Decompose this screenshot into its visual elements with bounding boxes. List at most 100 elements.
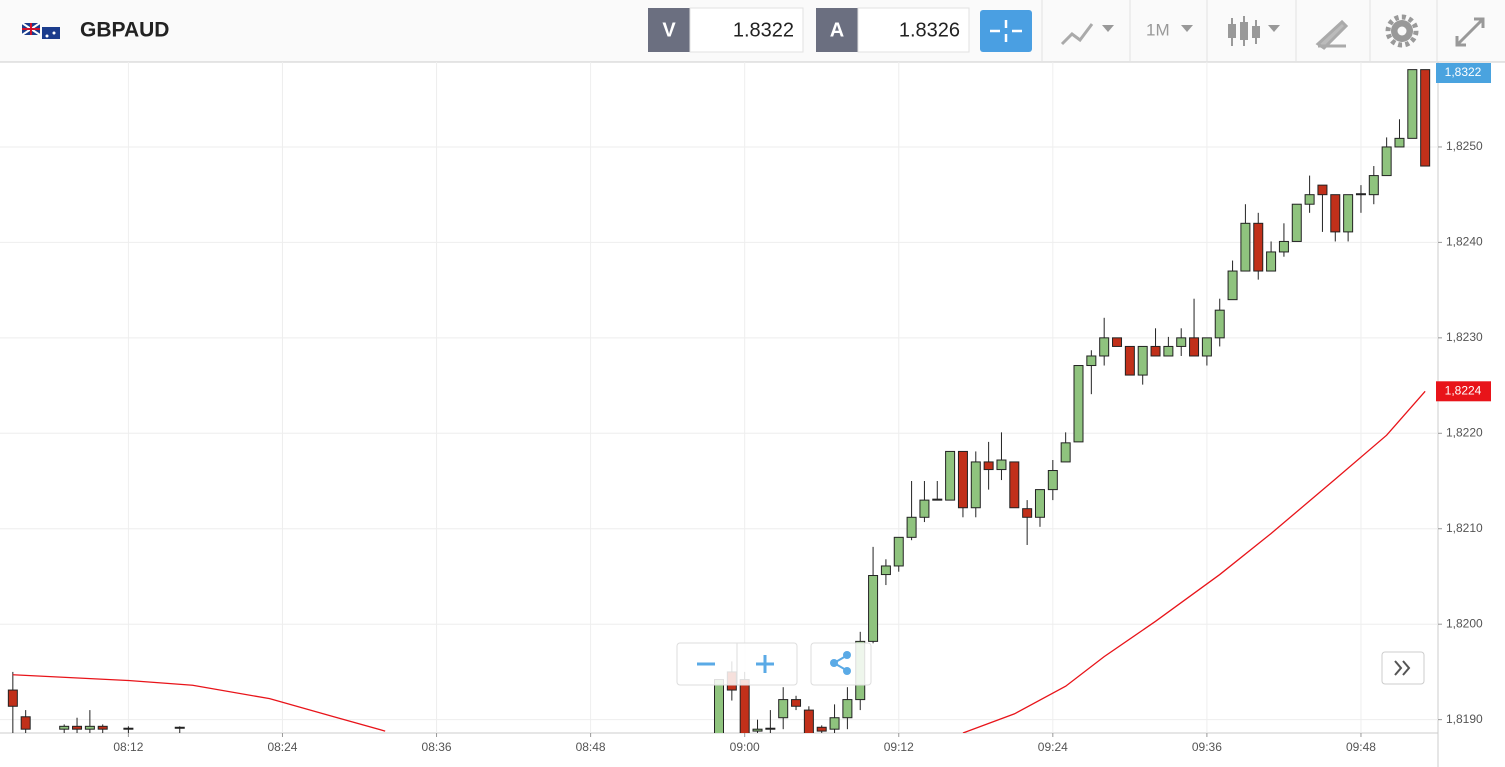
x-tick-label: 09:24: [1038, 740, 1068, 754]
candle-body: [97, 725, 108, 730]
candle-body: [945, 450, 956, 501]
candle-body: [1394, 137, 1405, 148]
candle-body: [714, 679, 724, 733]
moving-average-line: [12, 390, 1426, 733]
candle-body: [1291, 203, 1302, 242]
y-tick-label: 1,8190: [1446, 712, 1483, 726]
candle-body: [1343, 194, 1354, 233]
candle-body: [1368, 175, 1379, 196]
candle-body: [1278, 240, 1289, 253]
ask-box[interactable]: [857, 7, 970, 53]
candle-body: [1034, 489, 1045, 518]
candle-body: [842, 699, 853, 719]
x-tick-label: 08:12: [113, 740, 143, 754]
last-price-label: 1,8322: [1445, 65, 1482, 79]
ask-tag: [816, 8, 858, 52]
bid-box[interactable]: [689, 7, 804, 53]
last-price-tag: [1436, 63, 1491, 83]
y-tick-label: 1,8210: [1446, 521, 1483, 535]
candle-body: [1214, 309, 1225, 339]
candle-body: [983, 461, 994, 471]
y-tick-label: 1,8250: [1446, 139, 1483, 153]
grid: [0, 62, 1438, 733]
candle-body: [1176, 337, 1187, 347]
candle-body: [932, 498, 943, 501]
candle-body: [970, 461, 981, 509]
candle-body: [1266, 251, 1277, 272]
candle-body: [752, 728, 763, 732]
zoom-controls: [676, 642, 872, 686]
candle-body: [1060, 442, 1071, 463]
scroll-right-button[interactable]: [1381, 651, 1425, 685]
candle-body: [1022, 508, 1033, 518]
candle-body: [1317, 184, 1328, 196]
indicator-button[interactable]: [1060, 23, 1114, 46]
candle-body: [1201, 337, 1212, 357]
candle-body: [1047, 470, 1058, 491]
x-tick-label: 09:00: [730, 740, 760, 754]
candle-body: [996, 459, 1007, 471]
x-tick-label: 09:36: [1192, 740, 1222, 754]
ask-label: A: [830, 19, 844, 41]
y-tick-label: 1,8240: [1446, 235, 1483, 249]
symbol: GBPAUD: [80, 19, 169, 42]
candle-body: [1150, 345, 1161, 357]
ma-price-tag: [1436, 381, 1491, 402]
candle-body: [1112, 337, 1123, 347]
candle-body: [880, 565, 891, 576]
draw-tool-button[interactable]: [1315, 19, 1349, 50]
plot-area: [7, 69, 1431, 733]
axes: 1,8190 1,8200 1,8210 1,8220 1,8230 1,8240 1,82…: [113, 63, 1491, 754]
candle-body: [1163, 345, 1174, 357]
candle-body: [1137, 345, 1148, 376]
settings-button[interactable]: [1385, 14, 1419, 48]
candle-body: [1407, 69, 1418, 139]
share-button[interactable]: [810, 642, 872, 686]
candle-body: [1381, 146, 1392, 177]
x-tick-label: 08:36: [422, 740, 452, 754]
bid-label: V: [662, 19, 676, 41]
candle-body: [1099, 337, 1110, 357]
candle-body: [765, 727, 776, 730]
candle-body: [1086, 355, 1097, 367]
candle-body: [919, 499, 930, 518]
chart-type-button[interactable]: [1228, 16, 1280, 46]
y-tick-label: 1,8200: [1446, 616, 1483, 630]
candle-body: [957, 450, 968, 509]
candle-body: [1009, 461, 1020, 509]
candle-body: [1420, 69, 1431, 167]
y-tick-label: 1,8230: [1446, 330, 1483, 344]
candle-body: [1189, 337, 1200, 357]
flag-icon: [21, 22, 60, 39]
candle-body: [816, 726, 827, 732]
timeframe-caret: [1181, 25, 1193, 32]
candle-body: [1330, 194, 1341, 233]
candle-body: [868, 575, 879, 642]
candle-body: [906, 516, 917, 538]
candle-body: [1355, 193, 1366, 196]
candle-body: [1227, 270, 1238, 301]
candle-body: [1304, 194, 1315, 205]
ma-price-label: 1,8224: [1445, 383, 1482, 397]
y-tick-label: 1,8220: [1446, 425, 1483, 439]
candle-body: [791, 699, 802, 707]
zoom-in[interactable]: [756, 655, 774, 673]
candle-body: [1073, 365, 1084, 443]
candle-body: [84, 725, 95, 730]
candle-body: [7, 689, 18, 707]
x-tick-label: 08:48: [576, 740, 606, 754]
candle-body: [778, 699, 789, 719]
bid-price: 1.8322: [733, 19, 794, 41]
x-tick-label: 09:12: [884, 740, 914, 754]
candle-body: [1240, 222, 1251, 272]
candle-body: [1253, 222, 1264, 272]
crosshair-button[interactable]: [980, 10, 1032, 52]
x-tick-label: 08:24: [267, 740, 297, 754]
candle-body: [893, 536, 904, 567]
candle-body: [59, 725, 70, 730]
timeframe[interactable]: 1M: [1146, 20, 1170, 39]
candle-body: [72, 725, 83, 730]
ask-price: 1.8326: [899, 19, 960, 41]
fullscreen-button[interactable]: [1455, 17, 1485, 47]
